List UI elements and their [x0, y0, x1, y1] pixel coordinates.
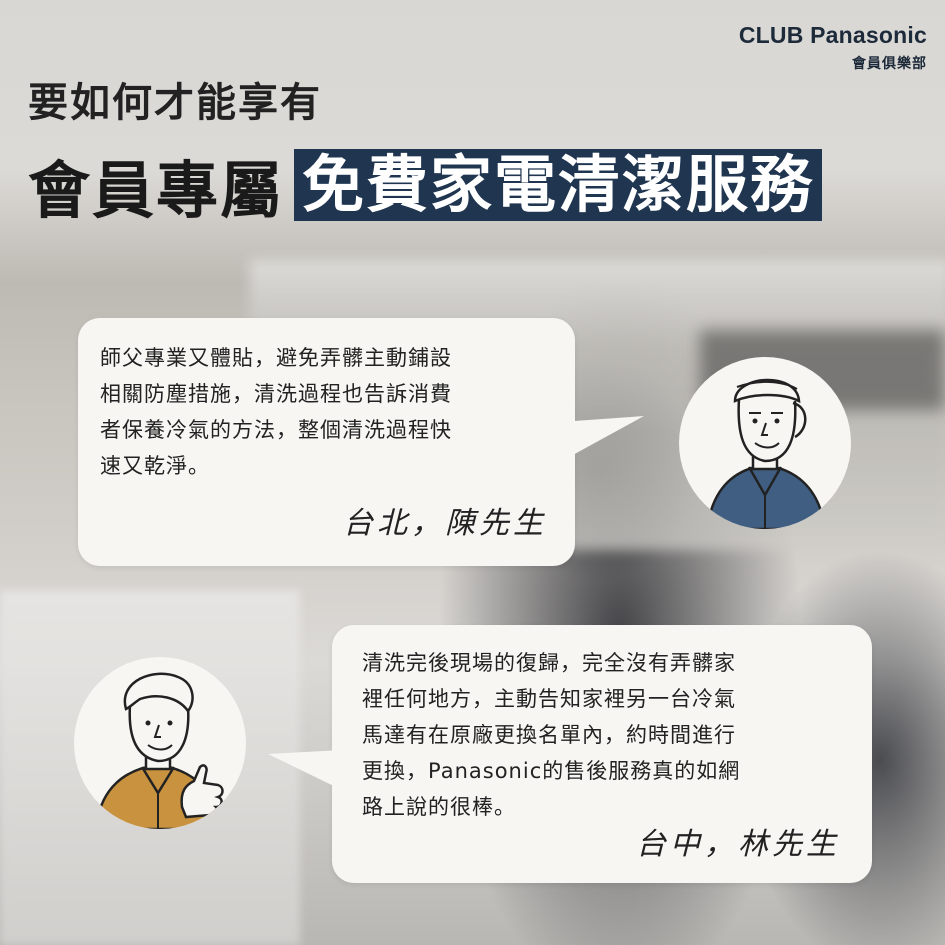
brand-logo: CLUB Panasonic 會員俱樂部 — [739, 22, 927, 73]
testimonial-text: 師父專業又體貼，避免弄髒主動鋪設 相關防塵措施，清洗過程也告訴消費 者保養冷氣的… — [100, 340, 553, 484]
testimonial-line: 裡任何地方，主動告知家裡另一台冷氣 — [362, 687, 736, 711]
testimonial-line: 相關防塵措施，清洗過程也告訴消費 — [100, 382, 452, 406]
brand-name: CLUB Panasonic — [738, 22, 927, 48]
headline-plain-text: 會員專屬 — [28, 154, 285, 227]
speech-bubble-tail-1 — [560, 416, 644, 462]
testimonial-line: 更換，Panasonic的售後服務真的如網 — [362, 759, 741, 783]
headline-line1: 要如何才能享有 — [28, 80, 322, 126]
testimonial-signature: 台北，陳先生 — [343, 506, 547, 541]
headline-line2: 會員專屬 免費家電清潔服務 — [28, 145, 823, 227]
speech-bubble-tail-2 — [268, 750, 342, 790]
testimonial-text: 清洗完後現場的復歸，完全沒有弄髒家 裡任何地方，主動告知家裡另一台冷氣 馬達有在… — [362, 645, 848, 825]
testimonial-line: 速又乾淨。 — [100, 454, 210, 478]
testimonial-signature: 台中，林先生 — [636, 827, 840, 862]
testimonial-bubble-2: 清洗完後現場的復歸，完全沒有弄髒家 裡任何地方，主動告知家裡另一台冷氣 馬達有在… — [332, 625, 872, 883]
testimonial-line: 路上說的很棒。 — [362, 795, 516, 819]
testimonial-line: 清洗完後現場的復歸，完全沒有弄髒家 — [362, 651, 736, 675]
testimonial-line: 師父專業又體貼，避免弄髒主動鋪設 — [100, 346, 452, 370]
customer-thumbs-up-avatar-icon — [74, 657, 246, 829]
headline-highlight-text: 免費家電清潔服務 — [294, 149, 823, 221]
testimonial-line: 者保養冷氣的方法，整個清洗過程快 — [100, 418, 452, 442]
testimonial-bubble-1: 師父專業又體貼，避免弄髒主動鋪設 相關防塵措施，清洗過程也告訴消費 者保養冷氣的… — [78, 318, 575, 566]
technician-avatar-icon — [679, 357, 851, 529]
brand-subtitle: 會員俱樂部 — [852, 56, 927, 72]
testimonial-line: 馬達有在原廠更換名單內，約時間進行 — [362, 723, 736, 747]
